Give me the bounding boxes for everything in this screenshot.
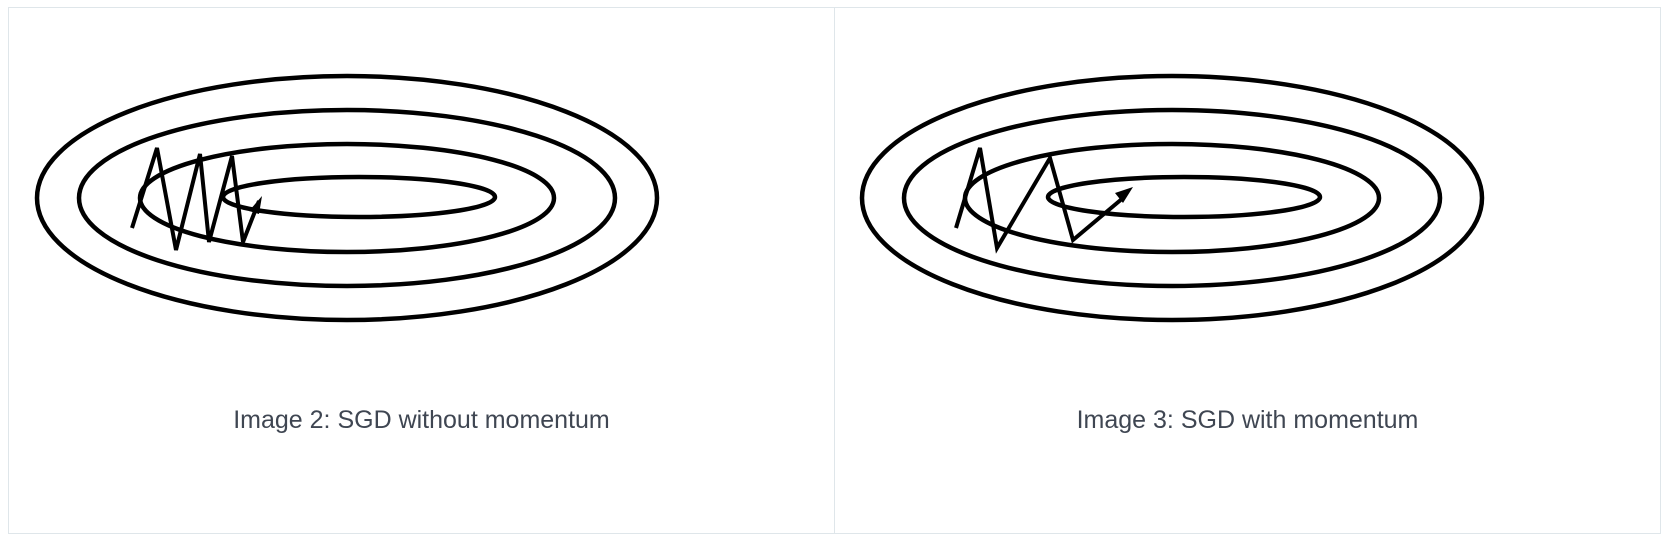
contour-ellipse-inner bbox=[220, 174, 498, 220]
arrow-head-icon bbox=[249, 196, 262, 214]
figure-table: Image 2: SGD without momentum Image 3: S… bbox=[8, 7, 1661, 534]
figure-cell-sgd-with-momentum: Image 3: SGD with momentum bbox=[835, 8, 1660, 533]
contour-ellipse-inner bbox=[1045, 174, 1323, 220]
contour-plot-sgd-without-momentum bbox=[34, 73, 660, 323]
optimization-path bbox=[130, 147, 261, 251]
optimization-path bbox=[954, 147, 1125, 254]
contour-ellipse-outer bbox=[34, 73, 660, 323]
contour-ellipse-outer bbox=[859, 73, 1485, 323]
figure-caption: Image 3: SGD with momentum bbox=[1076, 406, 1419, 434]
figure-cell-sgd-without-momentum: Image 2: SGD without momentum bbox=[9, 8, 835, 533]
figure-caption: Image 2: SGD without momentum bbox=[233, 406, 610, 434]
contour-ellipse-2 bbox=[901, 107, 1443, 289]
contour-plot-sgd-with-momentum bbox=[859, 73, 1485, 323]
arrow-head-icon bbox=[1115, 187, 1133, 203]
contour-ellipse-2 bbox=[76, 107, 618, 289]
